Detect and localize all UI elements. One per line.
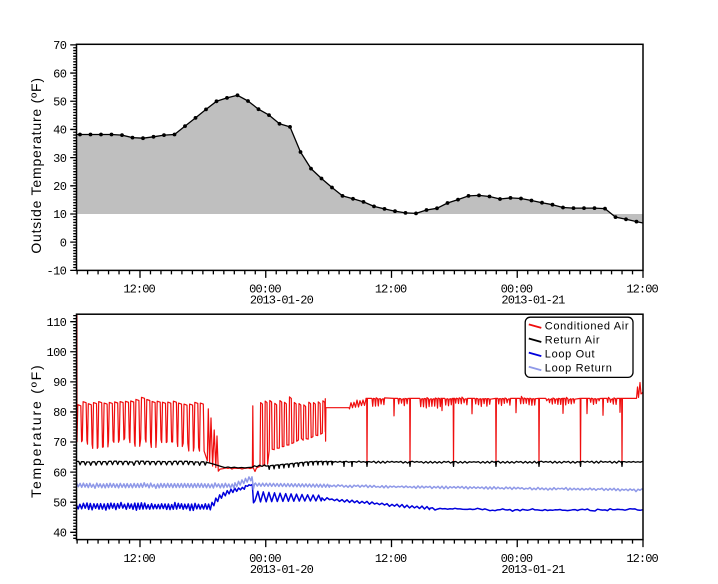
- svg-text:00:00: 00:00: [249, 283, 281, 297]
- svg-text:20: 20: [53, 180, 67, 194]
- svg-text:Outside Temperature (ºF): Outside Temperature (ºF): [28, 77, 44, 254]
- svg-text:Loop Out: Loop Out: [545, 349, 595, 361]
- svg-text:12:00: 12:00: [123, 552, 155, 566]
- svg-text:00:00: 00:00: [249, 552, 281, 566]
- svg-text:40: 40: [53, 527, 67, 541]
- svg-text:12:00: 12:00: [626, 552, 658, 566]
- svg-text:12:00: 12:00: [123, 283, 155, 297]
- svg-text:Return Air: Return Air: [545, 334, 600, 346]
- svg-text:110: 110: [46, 316, 66, 330]
- svg-text:60: 60: [53, 67, 67, 81]
- svg-text:00:00: 00:00: [501, 283, 533, 297]
- svg-text:Loop Return: Loop Return: [545, 363, 613, 375]
- svg-text:2013-01-20: 2013-01-20: [250, 563, 314, 577]
- svg-text:12:00: 12:00: [626, 283, 658, 297]
- svg-text:12:00: 12:00: [375, 283, 407, 297]
- svg-text:30: 30: [53, 152, 67, 166]
- svg-text:2013-01-20: 2013-01-20: [250, 294, 314, 308]
- svg-text:60: 60: [53, 466, 67, 480]
- svg-text:40: 40: [53, 124, 67, 138]
- svg-text:Conditioned Air: Conditioned Air: [545, 320, 629, 332]
- svg-text:2013-01-21: 2013-01-21: [501, 294, 565, 308]
- svg-text:90: 90: [53, 376, 67, 390]
- svg-text:50: 50: [53, 96, 67, 110]
- svg-text:70: 70: [53, 436, 67, 450]
- svg-text:50: 50: [53, 496, 67, 510]
- svg-text:100: 100: [46, 346, 66, 360]
- svg-text:Temperature (ºF): Temperature (ºF): [28, 364, 44, 498]
- svg-text:80: 80: [53, 406, 67, 420]
- svg-text:0: 0: [60, 236, 67, 250]
- svg-text:00:00: 00:00: [501, 552, 533, 566]
- svg-text:70: 70: [53, 39, 67, 53]
- svg-text:12:00: 12:00: [375, 552, 407, 566]
- svg-text:2013-01-21: 2013-01-21: [501, 563, 565, 577]
- svg-text:-10: -10: [46, 265, 66, 279]
- svg-text:10: 10: [53, 208, 67, 222]
